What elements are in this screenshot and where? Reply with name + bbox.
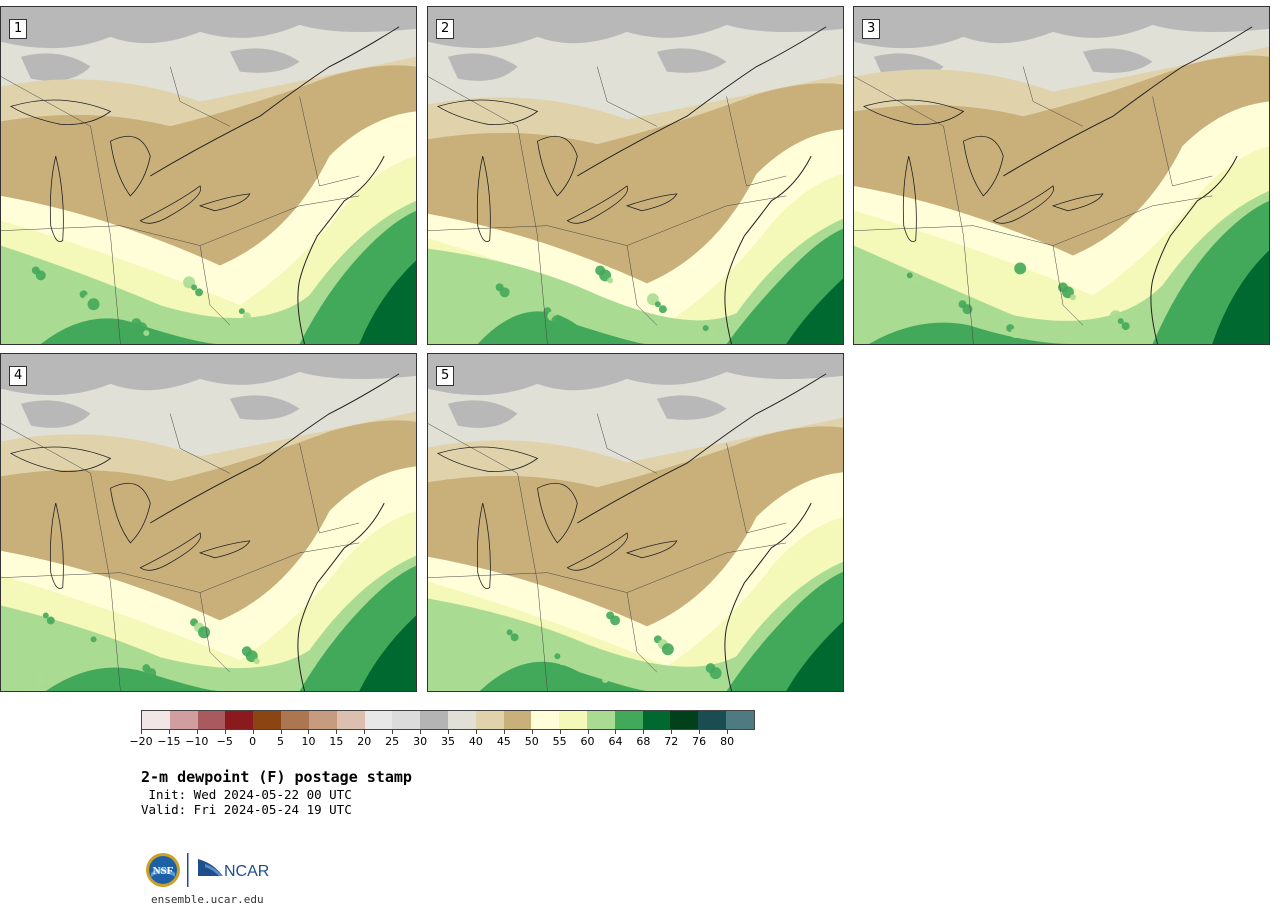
dewpoint-map-4 [1, 354, 416, 691]
map-panel-1: 1 [0, 6, 417, 345]
colorbar-tick-label: −15 [157, 735, 181, 748]
colorbar-tick-labels: −20 −15 −10 −5 0 5 10 15 20 25 30 35 40 45 50 55 60 64 68 7… [129, 730, 755, 750]
colorbar-tick-label: 64 [608, 735, 623, 748]
colorbar-tick-label: 25 [385, 735, 400, 748]
colorbar-swatch [142, 711, 170, 729]
colorbar-tick-label: 72 [664, 735, 679, 748]
ncar-logo-text: NCAR [224, 863, 269, 880]
colorbar-swatch [336, 711, 365, 729]
colorbar-swatch [308, 711, 337, 729]
init-time: Init: Wed 2024-05-22 00 UTC [141, 787, 352, 802]
colorbar-tick [727, 730, 729, 734]
colorbar-swatch [559, 711, 587, 729]
panel-label-3: 3 [862, 19, 881, 39]
colorbar-tick [531, 730, 533, 734]
colorbar-tick-label: 0 [249, 735, 257, 748]
colorbar-swatch [531, 711, 560, 729]
panel-label-5: 5 [436, 366, 455, 386]
colorbar-swatch [670, 711, 699, 729]
colorbar-swatch [587, 711, 615, 729]
panel-label-2: 2 [436, 19, 455, 39]
colorbar-swatch [253, 711, 282, 729]
colorbar-tick-label: 5 [277, 735, 285, 748]
colorbar-tick [336, 730, 338, 734]
map-panel-3: 3 [853, 6, 1270, 345]
colorbar-swatch [475, 711, 504, 729]
colorbar-swatch [614, 711, 643, 729]
colorbar-tick-label: 68 [636, 735, 651, 748]
colorbar-tick [364, 730, 366, 734]
logos: NSF NCAR [145, 851, 275, 889]
colorbar-tick [503, 730, 505, 734]
dewpoint-map-2 [428, 7, 843, 344]
colorbar-tick [308, 730, 310, 734]
dewpoint-map-1 [1, 7, 416, 344]
map-panel-5: 5 [427, 353, 844, 692]
colorbar-tick [224, 730, 226, 734]
chart-title: 2-m dewpoint (F) postage stamp [141, 768, 412, 786]
colorbar-tick-label: −5 [216, 735, 233, 748]
colorbar-swatch [642, 711, 671, 729]
colorbar-swatch [420, 711, 448, 729]
colorbar [141, 710, 755, 730]
colorbar-tick-label: 45 [496, 735, 511, 748]
colorbar-tick [252, 730, 254, 734]
nsf-logo-text: NSF [153, 865, 174, 877]
colorbar-tick [587, 730, 589, 734]
colorbar-tick-label: 35 [441, 735, 455, 748]
colorbar-swatch [225, 711, 254, 729]
colorbar-swatch [281, 711, 309, 729]
colorbar-tick-label: −20 [129, 735, 153, 748]
dewpoint-map-5 [428, 354, 843, 691]
panel-label-4: 4 [9, 366, 28, 386]
panel-label-1: 1 [9, 19, 28, 39]
colorbar-tick [168, 730, 170, 734]
colorbar-tick-label: 80 [720, 735, 735, 748]
colorbar-tick-label: 30 [413, 735, 428, 748]
dewpoint-map-3 [854, 7, 1269, 344]
colorbar-tick [671, 730, 673, 734]
colorbar-tick [699, 730, 701, 734]
colorbar-swatch [169, 711, 198, 729]
colorbar-tick-label: 60 [580, 735, 595, 748]
colorbar-tick-label: −10 [185, 735, 209, 748]
ncar-logo-icon: NCAR [198, 859, 269, 880]
colorbar-tick [615, 730, 617, 734]
colorbar-tick-label: 10 [301, 735, 316, 748]
colorbar-tick [196, 730, 198, 734]
nsf-logo-icon: NSF [146, 853, 180, 887]
map-panel-4: 4 [0, 353, 417, 692]
colorbar-swatch [197, 711, 226, 729]
colorbar-tick [559, 730, 561, 734]
colorbar-tick [643, 730, 645, 734]
colorbar-tick [475, 730, 477, 734]
colorbar-swatch [392, 711, 421, 729]
colorbar-swatch [447, 711, 476, 729]
colorbar-tick [448, 730, 449, 734]
colorbar-tick-label: 40 [468, 735, 483, 748]
colorbar-swatch [698, 711, 727, 729]
colorbar-tick [420, 730, 422, 734]
colorbar-tick-label: 50 [524, 735, 539, 748]
site-url: ensemble.ucar.edu [151, 893, 264, 906]
colorbar-tick [392, 730, 394, 734]
colorbar-tick [141, 730, 142, 734]
map-panel-2: 2 [427, 6, 844, 345]
colorbar-swatch [364, 711, 393, 729]
colorbar-swatch [503, 711, 532, 729]
colorbar-tick-label: 20 [357, 735, 372, 748]
colorbar-tick-label: 15 [329, 735, 344, 748]
valid-time: Valid: Fri 2024-05-24 19 UTC [141, 802, 352, 817]
colorbar-tick [280, 730, 282, 734]
colorbar-swatch [726, 711, 754, 729]
colorbar-tick-label: 55 [552, 735, 567, 748]
colorbar-tick-label: 76 [692, 735, 707, 748]
